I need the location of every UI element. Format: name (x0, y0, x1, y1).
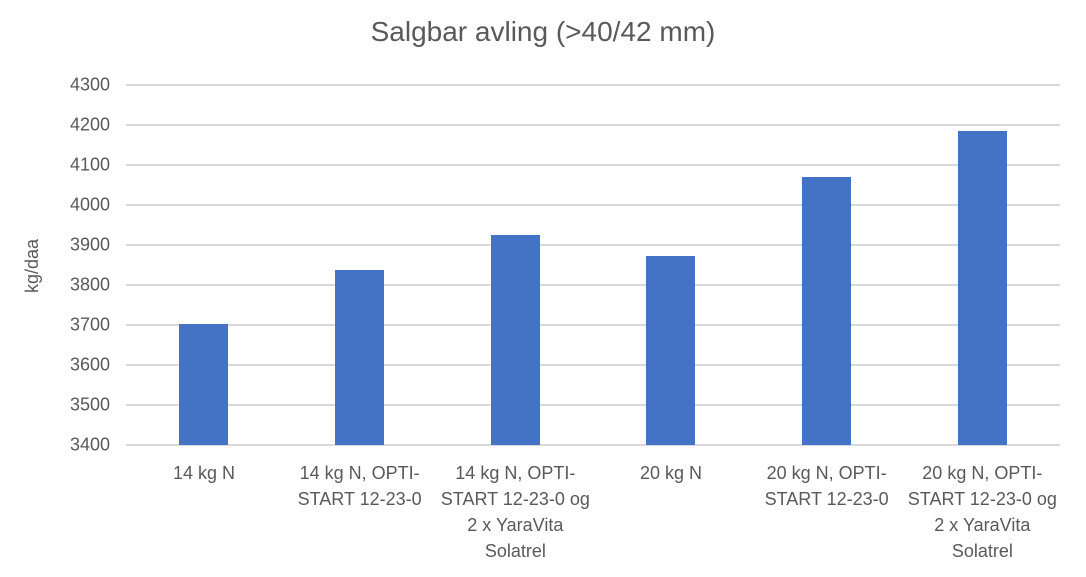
gridline (126, 244, 1060, 246)
y-tick-label: 3600 (69, 354, 110, 375)
bar (490, 235, 540, 445)
x-category-label: 14 kg N, OPTI- START 12-23-0 og 2 x Yara… (440, 463, 590, 561)
gridline (126, 84, 1060, 86)
bar (646, 255, 696, 445)
y-tick-label: 4200 (69, 114, 110, 135)
y-tick-label: 3900 (69, 234, 110, 255)
y-tick-label: 4000 (69, 194, 110, 215)
x-category-label: 14 kg N (172, 463, 236, 483)
chart-title: Salgbar avling (>40/42 mm) (370, 16, 716, 47)
bar (802, 177, 851, 445)
bar (179, 324, 229, 445)
gridline (126, 324, 1060, 326)
x-category-label: 20 kg N (639, 463, 703, 483)
x-category-label: 20 kg N, OPTI- START 12-23-0 og 2 x Yara… (907, 463, 1057, 561)
x-category-label: 14 kg N, OPTI- START 12-23-0 (297, 463, 422, 509)
gridline (126, 364, 1060, 366)
x-category-label: 20 kg N, OPTI- START 12-23-0 (764, 463, 889, 509)
gridline (126, 164, 1060, 166)
y-tick-label: 3400 (69, 434, 110, 455)
y-axis-label: kg/daa (22, 238, 42, 294)
gridline (126, 124, 1060, 126)
plot-area (126, 84, 1060, 446)
gridline (126, 284, 1060, 286)
y-tick-label: 4100 (69, 154, 110, 175)
y-tick-label: 3700 (69, 314, 110, 335)
gridline (126, 404, 1060, 406)
y-tick-label: 3800 (69, 274, 110, 295)
bar (957, 131, 1007, 445)
gridline (126, 444, 1060, 446)
gridline (126, 204, 1060, 206)
y-tick-label: 3500 (69, 394, 110, 415)
bar (335, 269, 384, 445)
y-tick-label: 4300 (69, 74, 110, 95)
